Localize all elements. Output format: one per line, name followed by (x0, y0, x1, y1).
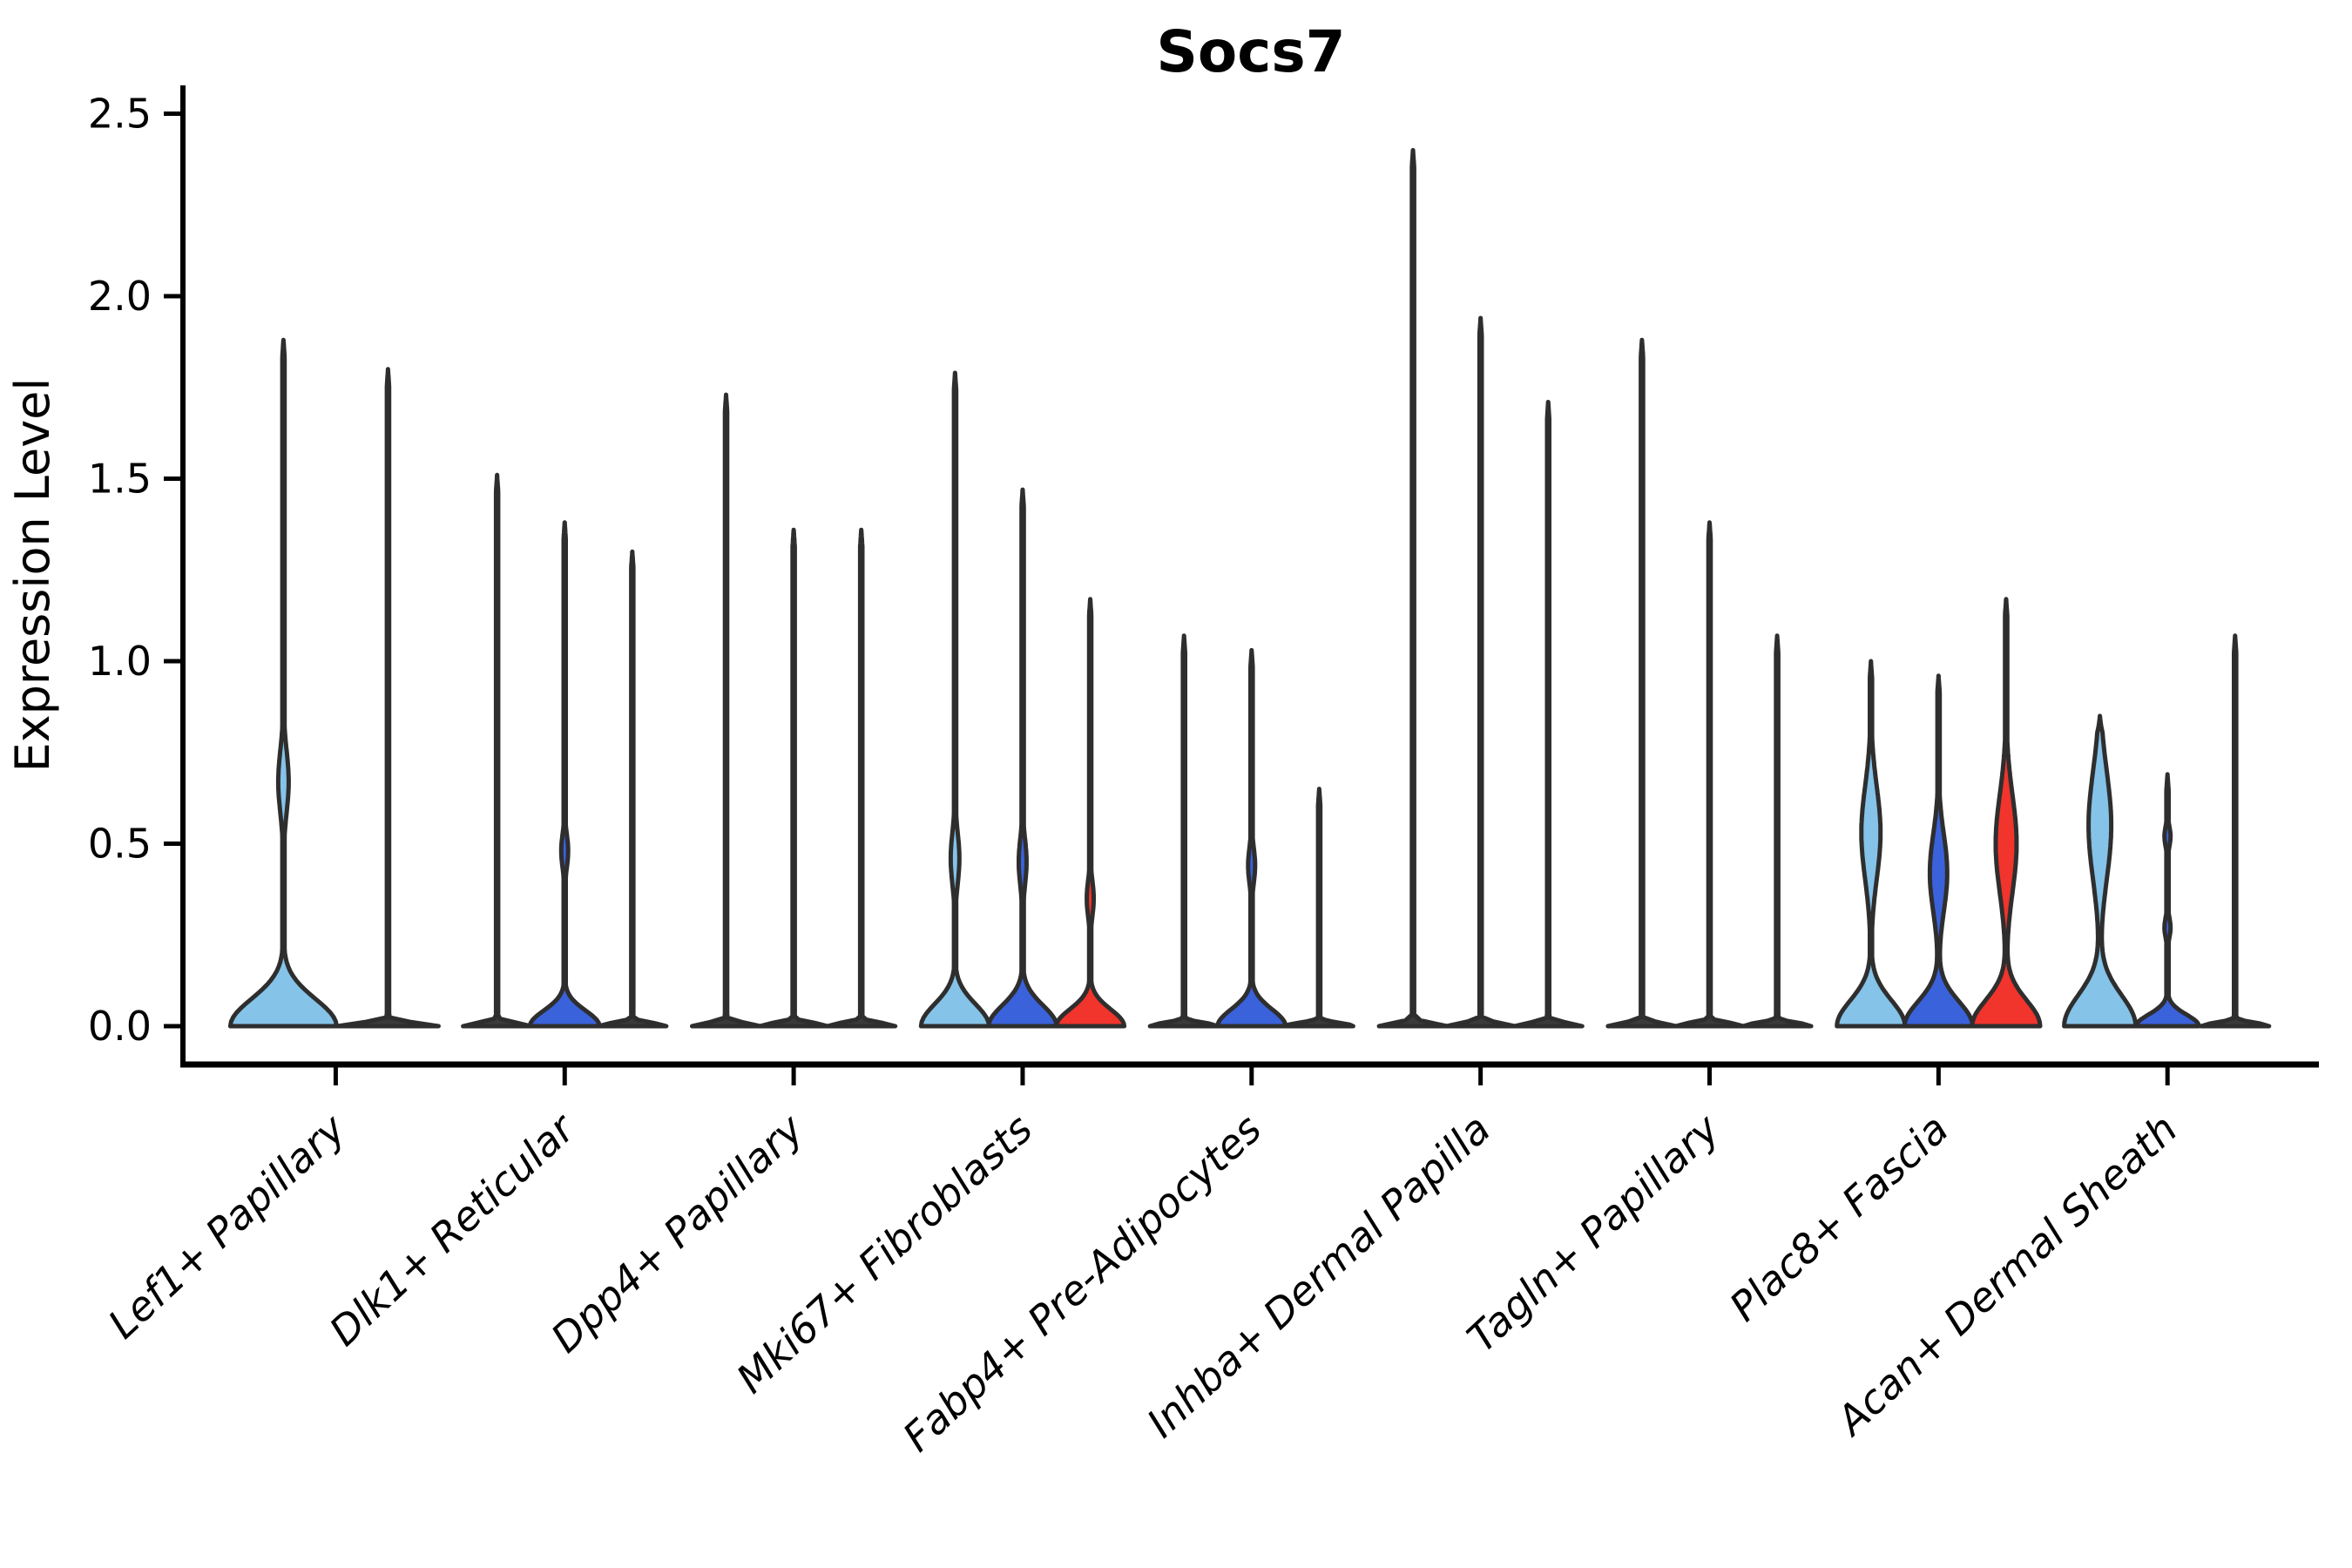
violin (461, 472, 534, 1029)
violin-series (227, 147, 2272, 1029)
violin (1835, 659, 1908, 1029)
violin (2133, 772, 2201, 1029)
violin (1444, 315, 1517, 1029)
x-tick-label: Lef1+ Papillary (99, 1105, 355, 1348)
violin (825, 527, 898, 1029)
violin (757, 527, 830, 1029)
x-tick-label: Fabp4+ Pre-Adipocytes (894, 1105, 1270, 1461)
violin (596, 549, 669, 1029)
violin (527, 520, 602, 1029)
y-tick-label: 2.5 (88, 91, 152, 138)
y-tick-label: 0.0 (88, 1003, 152, 1050)
violin (1147, 633, 1220, 1029)
violin (1376, 147, 1450, 1029)
violin (1970, 597, 2043, 1029)
violin (1902, 673, 1975, 1029)
y-tick-label: 0.5 (88, 821, 152, 868)
y-tick-label: 1.0 (88, 638, 152, 685)
chart-title: Socs7 (1156, 18, 1345, 85)
violin (2062, 713, 2139, 1029)
x-tick-label: Plac8+ Fascia (1720, 1105, 1957, 1331)
violin (2199, 633, 2272, 1029)
violin (1673, 520, 1746, 1029)
violin (1282, 787, 1355, 1029)
x-tick-label: Dpp4+ Papillary (542, 1105, 813, 1362)
y-axis-label: Expression Level (5, 378, 60, 773)
violin (1215, 647, 1288, 1029)
violin (918, 370, 991, 1029)
violin (986, 487, 1059, 1029)
y-axis-ticks: 0.0 0.5 1.0 1.5 2.0 2.5 (88, 91, 183, 1050)
violin (335, 367, 441, 1029)
x-tick-label: Tagln+ Papillary (1458, 1105, 1729, 1362)
violin (690, 392, 762, 1029)
y-tick-label: 1.5 (88, 456, 152, 503)
violin (1511, 400, 1585, 1029)
y-tick-label: 2.0 (88, 273, 152, 320)
violin (1740, 633, 1814, 1029)
violin (1054, 597, 1127, 1029)
violin (227, 337, 339, 1029)
x-tick-label: Dlk1+ Reticular (321, 1103, 585, 1355)
violin (1605, 337, 1679, 1029)
